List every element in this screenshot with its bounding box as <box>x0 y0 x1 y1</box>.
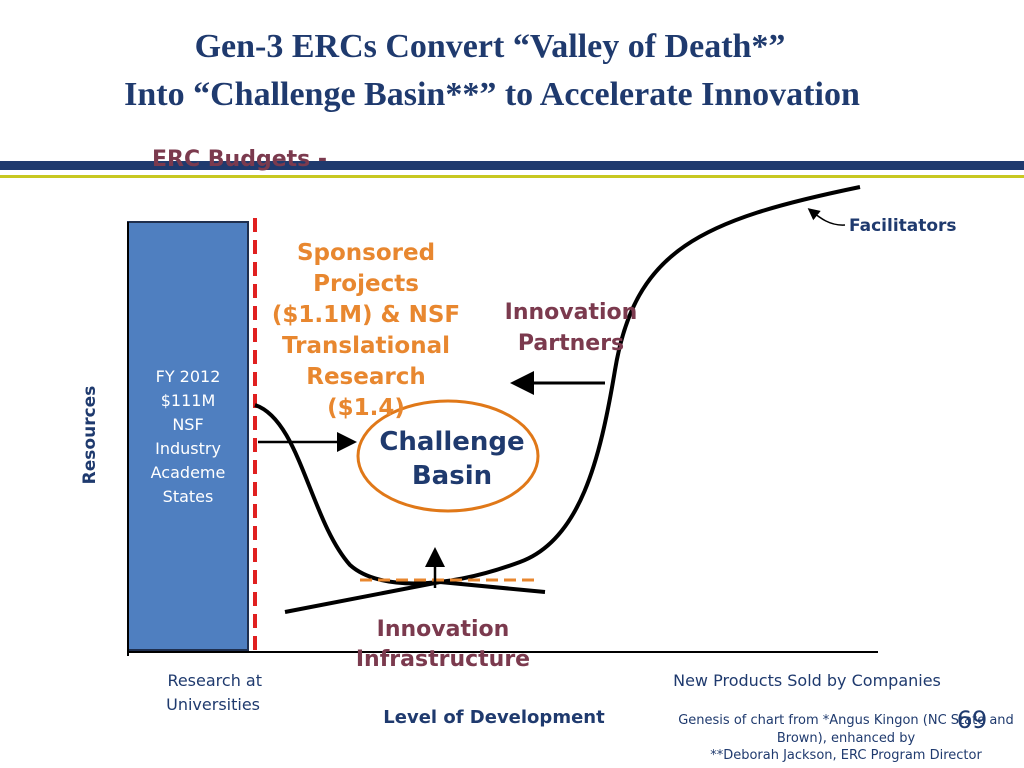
infrastructure-line: Infrastructure <box>356 647 530 672</box>
basin-line: Challenge <box>379 427 524 457</box>
basin-ellipse <box>356 399 540 513</box>
partners-line: Partners <box>518 331 624 356</box>
budgets-label: ERC Budgets - <box>152 147 327 172</box>
bar-line: $111M <box>161 391 216 410</box>
y-axis-label: Resources <box>80 386 100 485</box>
bar-line: Industry <box>155 439 221 458</box>
bar-line: Academe <box>151 463 226 482</box>
title-line: Into “Challenge Basin**” to Accelerate I… <box>124 76 860 113</box>
infrastructure-line <box>284 579 546 614</box>
band-navy <box>0 161 1024 170</box>
x-right-label: New Products Sold by Companies <box>673 671 941 690</box>
sponsored-text: Sponsored Projects ($1.1M) & NSF Transla… <box>272 240 460 421</box>
bar-line: States <box>163 487 214 506</box>
sponsored-line: ($1.4) <box>327 395 405 421</box>
partners-line: Innovation <box>505 300 638 325</box>
infrastructure-line: Innovation <box>377 617 510 642</box>
bar-line: FY 2012 <box>156 367 221 386</box>
facilitator-arrow <box>807 208 846 226</box>
x-left-label: Research at <box>167 671 262 690</box>
budget-bar <box>127 221 249 651</box>
note-line: Brown), enhanced by <box>777 731 916 746</box>
sponsored-line: Research <box>306 364 425 390</box>
note: Genesis of chart from *Angus Kingon (NC … <box>678 713 1014 763</box>
bar-text: FY 2012 $111M NSF Industry Academe State… <box>151 367 226 506</box>
bar-line: NSF <box>172 415 203 434</box>
basin-line: Basin <box>412 461 492 491</box>
facilitators-label: Facilitators <box>849 216 957 236</box>
title-line: Gen-3 ERCs Convert “Valley of Death*” <box>195 28 786 65</box>
note-line: **Deborah Jackson, ERC Program Director <box>710 748 982 763</box>
note-line: Genesis of chart from *Angus Kingon (NC … <box>678 713 1014 728</box>
page-number: 69 <box>957 706 988 734</box>
band-yellow <box>0 175 1024 178</box>
sponsored-line: ($1.1M) & NSF <box>272 302 460 328</box>
x-left-label: Universities <box>166 695 260 714</box>
development-curve <box>254 185 861 586</box>
x-axis-label: Level of Development <box>383 707 605 728</box>
sponsored-line: Projects <box>313 271 419 297</box>
sponsored-line: Sponsored <box>297 240 435 266</box>
sponsored-line: Translational <box>282 333 450 359</box>
